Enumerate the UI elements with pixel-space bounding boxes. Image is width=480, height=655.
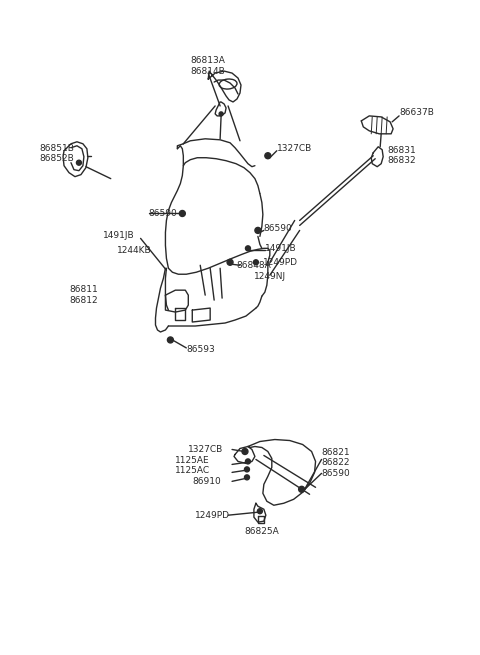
Text: 86590: 86590 bbox=[322, 469, 350, 478]
Text: 1491JB: 1491JB bbox=[265, 244, 297, 253]
Circle shape bbox=[245, 459, 251, 464]
Circle shape bbox=[76, 160, 82, 165]
Circle shape bbox=[180, 210, 185, 216]
Text: 86590: 86590 bbox=[148, 209, 177, 218]
Circle shape bbox=[253, 260, 258, 265]
Text: 86831
86832: 86831 86832 bbox=[387, 146, 416, 166]
Text: 1249NJ: 1249NJ bbox=[254, 272, 286, 281]
Circle shape bbox=[244, 475, 250, 480]
Text: 1327CB: 1327CB bbox=[277, 144, 312, 153]
Text: 1249PD: 1249PD bbox=[263, 258, 298, 267]
Circle shape bbox=[257, 509, 263, 514]
Text: 86590: 86590 bbox=[264, 224, 293, 233]
Text: 86593: 86593 bbox=[186, 345, 215, 354]
Text: 86910: 86910 bbox=[192, 477, 221, 486]
Text: 1244KB: 1244KB bbox=[117, 246, 151, 255]
Text: 1327CB: 1327CB bbox=[188, 445, 224, 454]
Circle shape bbox=[227, 259, 233, 265]
Circle shape bbox=[265, 153, 271, 159]
Circle shape bbox=[244, 467, 250, 472]
Text: 86825A: 86825A bbox=[244, 527, 279, 536]
Circle shape bbox=[245, 246, 251, 251]
Text: 86811
86812: 86811 86812 bbox=[69, 286, 98, 305]
Text: 1125AE
1125AC: 1125AE 1125AC bbox=[175, 456, 211, 475]
Text: 86821
86822: 86821 86822 bbox=[322, 448, 350, 467]
Circle shape bbox=[255, 227, 261, 233]
Text: 1491JB: 1491JB bbox=[103, 231, 134, 240]
Text: 86813A
86814B: 86813A 86814B bbox=[191, 56, 226, 76]
Circle shape bbox=[219, 112, 223, 116]
Circle shape bbox=[168, 337, 173, 343]
Text: 86851B
86852B: 86851B 86852B bbox=[39, 144, 74, 164]
Circle shape bbox=[299, 486, 305, 493]
Text: 86637B: 86637B bbox=[399, 109, 434, 117]
Circle shape bbox=[242, 449, 248, 455]
Text: 1249PD: 1249PD bbox=[195, 511, 230, 519]
Text: 86848A: 86848A bbox=[236, 261, 271, 270]
